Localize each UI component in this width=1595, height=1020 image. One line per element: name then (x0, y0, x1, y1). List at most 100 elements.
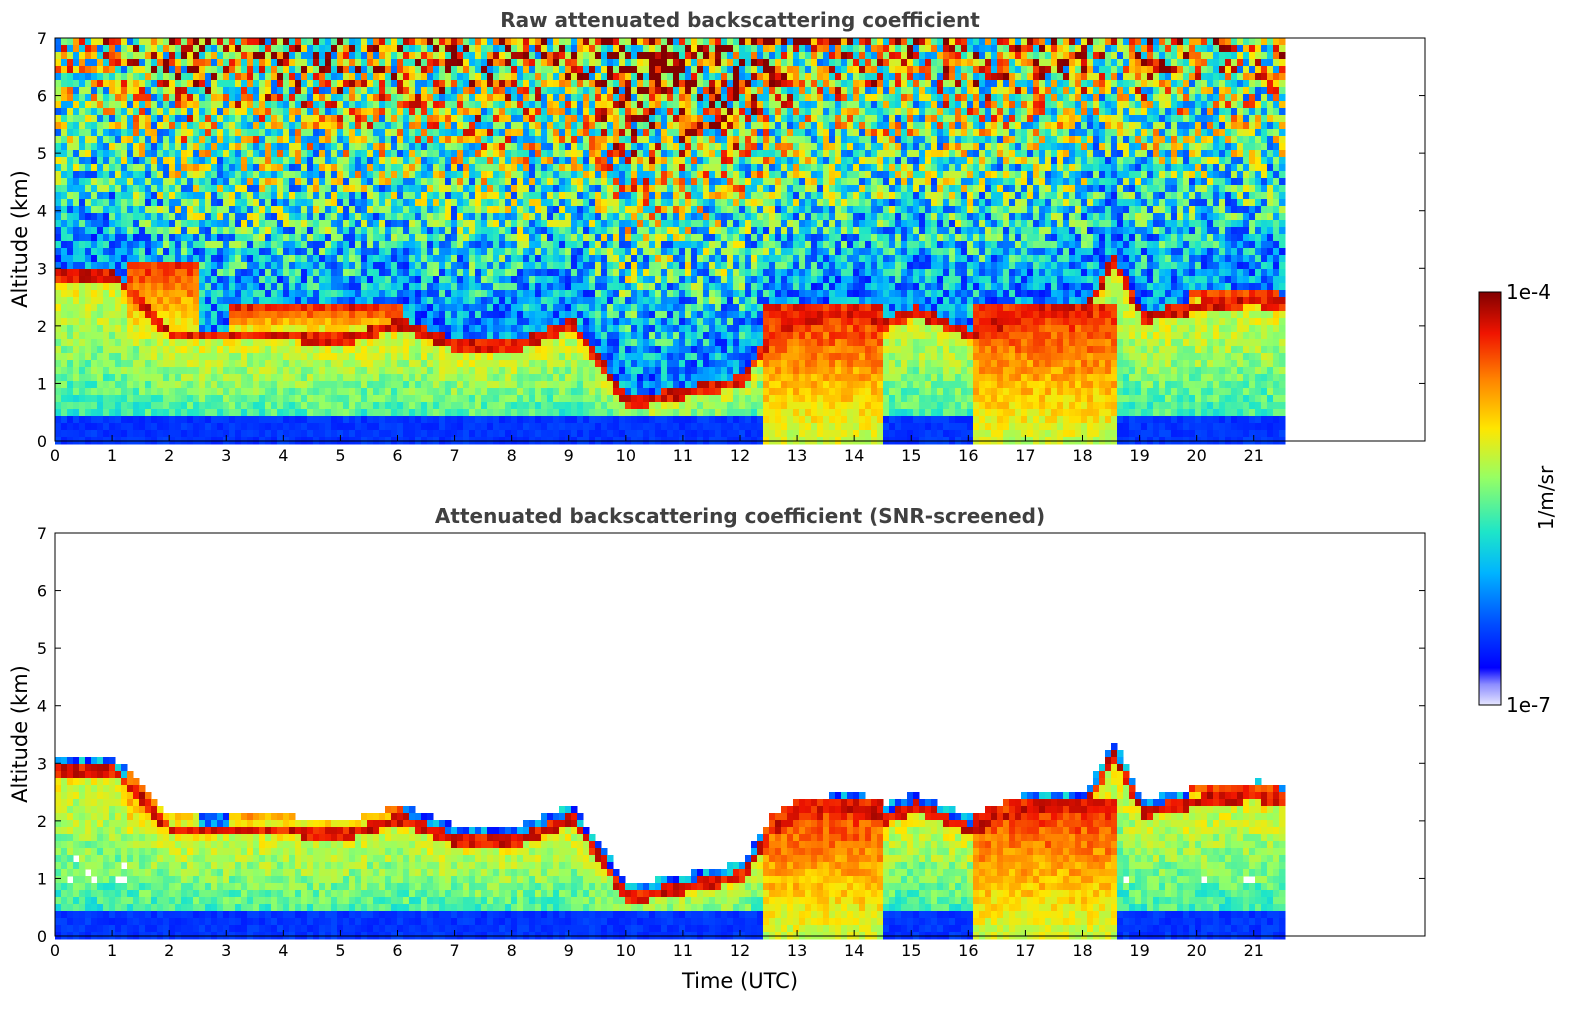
heatmap-cell (61, 199, 68, 207)
heatmap-cell (133, 402, 140, 410)
heatmap-cell (427, 206, 434, 214)
heatmap-cell (469, 80, 476, 88)
heatmap-cell (223, 108, 230, 116)
heatmap-cell (457, 297, 464, 305)
heatmap-cell (193, 395, 200, 403)
heatmap-cell (271, 52, 278, 60)
heatmap-cell (445, 374, 452, 382)
heatmap-cell (271, 346, 278, 354)
heatmap-cell (109, 143, 116, 151)
heatmap-cell (559, 192, 566, 200)
heatmap-cell (247, 66, 254, 74)
heatmap-cell (313, 395, 320, 403)
heatmap-cell (313, 409, 320, 417)
heatmap-cell (325, 297, 332, 305)
heatmap-cell (451, 87, 458, 95)
heatmap-cell (475, 192, 482, 200)
heatmap-cell (373, 304, 380, 312)
heatmap-cell (139, 332, 146, 340)
heatmap-cell (103, 185, 110, 193)
heatmap-cell (97, 402, 104, 410)
heatmap-cell (175, 122, 182, 130)
heatmap-cell (427, 66, 434, 74)
heatmap-cell (169, 192, 176, 200)
heatmap-cell (565, 248, 572, 256)
heatmap-cell (283, 402, 290, 410)
heatmap-cell (355, 353, 362, 361)
heatmap-cell (433, 325, 440, 333)
heatmap-cell (121, 234, 128, 242)
heatmap-cell (181, 339, 188, 347)
heatmap-cell (523, 178, 530, 186)
heatmap-cell (457, 38, 464, 46)
heatmap-cell (301, 150, 308, 158)
heatmap-cell (193, 73, 200, 81)
heatmap-cell (133, 115, 140, 123)
heatmap-cell (415, 227, 422, 235)
heatmap-cell (415, 136, 422, 144)
heatmap-cell (505, 87, 512, 95)
heatmap-cell (73, 192, 80, 200)
heatmap-cell (481, 241, 488, 249)
heatmap-cell (217, 255, 224, 263)
heatmap-cell (103, 430, 110, 438)
heatmap-cell (433, 108, 440, 116)
heatmap-cell (319, 241, 326, 249)
heatmap-cell (535, 318, 542, 326)
heatmap-cell (247, 276, 254, 284)
heatmap-cell (193, 59, 200, 67)
heatmap-cell (325, 213, 332, 221)
heatmap-cell (73, 283, 80, 291)
heatmap-cell (445, 101, 452, 109)
heatmap-cell (451, 227, 458, 235)
heatmap-cell (55, 66, 62, 74)
heatmap-cell (253, 262, 260, 270)
heatmap-cell (343, 332, 350, 340)
heatmap-cell (67, 206, 74, 214)
heatmap-cell (313, 38, 320, 46)
heatmap-cell (79, 339, 86, 347)
heatmap-cell (475, 150, 482, 158)
heatmap-cell (247, 409, 254, 417)
heatmap-cell (427, 430, 434, 438)
heatmap-cell (151, 143, 158, 151)
heatmap-cell (295, 402, 302, 410)
heatmap-cell (133, 206, 140, 214)
heatmap-cell (241, 262, 248, 270)
heatmap-cell (373, 262, 380, 270)
heatmap-cell (145, 178, 152, 186)
heatmap-cell (439, 297, 446, 305)
heatmap-cell (379, 192, 386, 200)
heatmap-cell (331, 381, 338, 389)
heatmap-cell (499, 115, 506, 123)
heatmap-cell (199, 213, 206, 221)
heatmap-cell (505, 409, 512, 417)
heatmap-cell (163, 381, 170, 389)
heatmap-cell (505, 374, 512, 382)
heatmap-cell (379, 52, 386, 60)
heatmap-cell (97, 304, 104, 312)
heatmap-cell (253, 136, 260, 144)
heatmap-cell (241, 66, 248, 74)
heatmap-cell (541, 115, 548, 123)
heatmap-cell (253, 213, 260, 221)
heatmap-cell (355, 339, 362, 347)
heatmap-cell (73, 52, 80, 60)
heatmap-cell (523, 227, 530, 235)
heatmap-cell (169, 297, 176, 305)
heatmap-cell (223, 115, 230, 123)
heatmap-cell (229, 199, 236, 207)
heatmap-cell (205, 94, 212, 102)
heatmap-cell (331, 325, 338, 333)
heatmap-cell (193, 332, 200, 340)
heatmap-cell (109, 66, 116, 74)
heatmap-cell (403, 346, 410, 354)
heatmap-cell (247, 416, 254, 424)
heatmap-cell (55, 220, 62, 228)
heatmap-cell (343, 346, 350, 354)
heatmap-cell (235, 346, 242, 354)
heatmap-cell (259, 101, 266, 109)
heatmap-cell (349, 346, 356, 354)
heatmap-cell (145, 199, 152, 207)
heatmap-cell (385, 234, 392, 242)
